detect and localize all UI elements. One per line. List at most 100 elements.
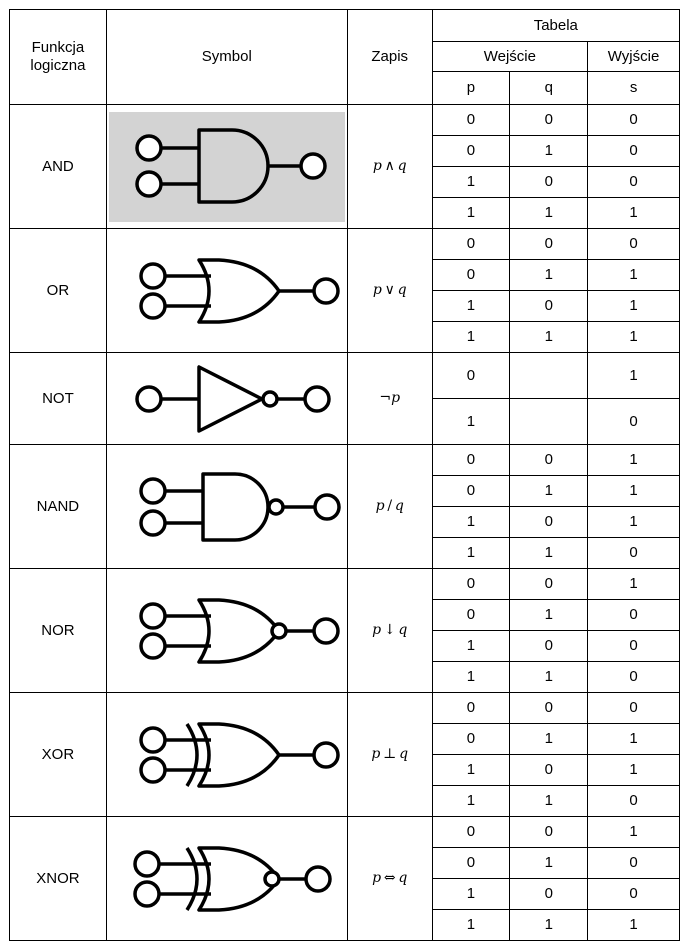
- truth-value-p: 0: [431, 723, 511, 755]
- truth-value-p: 0: [431, 228, 511, 260]
- truth-value-p: 0: [431, 444, 511, 476]
- truth-value-s: 0: [587, 847, 680, 879]
- truth-value-q: 1: [509, 847, 589, 879]
- truth-value-q: 0: [509, 228, 589, 260]
- truth-value-q: 1: [509, 723, 589, 755]
- gate-name: OR: [9, 228, 107, 353]
- notation-right: q: [399, 746, 409, 763]
- header-row-1: Funkcja logiczna Symbol Zapis Tabela: [9, 9, 680, 105]
- truth-value-q: 0: [509, 506, 589, 538]
- truth-value-s: 1: [587, 444, 680, 476]
- truth-value-s: 1: [587, 754, 680, 786]
- header-s: s: [587, 71, 680, 105]
- gate-name: NOR: [9, 568, 107, 693]
- notation-right: q: [398, 622, 408, 639]
- header-function-line1: Funkcja: [31, 39, 85, 56]
- notation-operator: ¬: [379, 390, 392, 407]
- header-function: Funkcja logiczna: [9, 9, 107, 105]
- truth-value-q: 0: [509, 104, 589, 136]
- gate-notation: p / q: [346, 444, 433, 569]
- not-gate-icon: [135, 364, 331, 433]
- notation-left: p: [372, 158, 382, 175]
- truth-value-s: 0: [587, 537, 680, 569]
- gate-notation: p ⇔ q: [346, 816, 433, 941]
- gate-notation: ¬p: [346, 352, 433, 445]
- header-inputs: Wejście: [431, 41, 589, 72]
- truth-value-p: 0: [431, 259, 511, 291]
- truth-value-s: 1: [587, 197, 680, 229]
- truth-value-s: 1: [587, 290, 680, 322]
- truth-value-q: 0: [509, 692, 589, 724]
- header-symbol: Symbol: [105, 9, 348, 105]
- truth-value-p: 1: [431, 661, 511, 693]
- truth-value-q: 1: [509, 537, 589, 569]
- gate-name: NAND: [9, 444, 107, 569]
- truth-value-s: 0: [587, 692, 680, 724]
- truth-value-q: 1: [509, 909, 589, 941]
- notation-right: q: [397, 158, 407, 175]
- notation-left: p: [375, 498, 385, 515]
- truth-value-s: 0: [587, 630, 680, 662]
- notation-left: p: [371, 746, 381, 763]
- truth-value-s: 0: [587, 398, 680, 445]
- gate-symbol-cell: [105, 228, 348, 353]
- truth-value-q: [509, 352, 589, 399]
- xor-gate-icon: [139, 721, 340, 788]
- truth-value-p: 0: [431, 135, 511, 167]
- truth-value-p: 1: [431, 878, 511, 910]
- truth-value-s: 0: [587, 599, 680, 631]
- truth-value-p: 1: [431, 785, 511, 817]
- truth-value-q: 0: [509, 878, 589, 910]
- header-table: Tabela: [431, 9, 680, 42]
- truth-value-q: 0: [509, 290, 589, 322]
- truth-value-s: 0: [587, 785, 680, 817]
- notation-right: p: [391, 390, 401, 407]
- truth-value-s: 1: [587, 506, 680, 538]
- notation-left: p: [372, 282, 382, 299]
- truth-value-s: 1: [587, 723, 680, 755]
- truth-value-s: 1: [587, 321, 680, 353]
- header-q: q: [509, 71, 589, 105]
- truth-value-q: 1: [509, 321, 589, 353]
- gate-symbol-cell: [105, 352, 348, 445]
- truth-value-p: 0: [431, 599, 511, 631]
- notation-left: p: [372, 622, 382, 639]
- truth-value-s: 0: [587, 661, 680, 693]
- truth-table-row: NOT ¬p 0 1: [9, 352, 680, 445]
- truth-value-s: 1: [587, 259, 680, 291]
- xnor-gate-icon: [133, 845, 332, 912]
- notation-right: q: [394, 498, 404, 515]
- truth-value-q: 1: [509, 475, 589, 507]
- truth-value-q: 0: [509, 444, 589, 476]
- notation-operator: ↓: [383, 622, 396, 639]
- truth-value-q: 1: [509, 135, 589, 167]
- gate-notation: p ∨ q: [346, 228, 433, 353]
- truth-value-s: 1: [587, 352, 680, 399]
- truth-value-p: 1: [431, 506, 511, 538]
- notation-right: q: [397, 282, 407, 299]
- truth-value-p: 0: [431, 104, 511, 136]
- truth-value-s: 1: [587, 816, 680, 848]
- gate-notation: p ↓ q: [346, 568, 433, 693]
- truth-value-p: 1: [431, 754, 511, 786]
- truth-value-q: 1: [509, 599, 589, 631]
- notation-operator: ⊥: [383, 746, 397, 763]
- and-gate-icon: [108, 111, 345, 222]
- gate-symbol-cell: [105, 816, 348, 941]
- truth-value-s: 0: [587, 166, 680, 198]
- notation-operator: /: [387, 498, 393, 515]
- truth-value-s: 1: [587, 909, 680, 941]
